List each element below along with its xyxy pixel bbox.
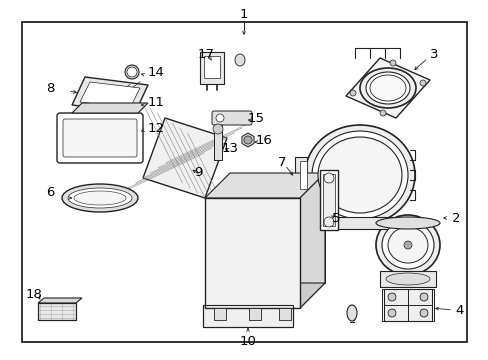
Polygon shape — [242, 133, 254, 147]
Text: 6: 6 — [46, 186, 54, 199]
Ellipse shape — [387, 293, 395, 301]
Polygon shape — [204, 198, 299, 308]
Ellipse shape — [419, 293, 427, 301]
Polygon shape — [142, 118, 226, 198]
Ellipse shape — [127, 67, 137, 77]
Text: 3: 3 — [429, 49, 438, 62]
Text: 17: 17 — [198, 49, 215, 62]
Ellipse shape — [387, 309, 395, 317]
Ellipse shape — [381, 221, 433, 269]
Text: 2: 2 — [451, 211, 460, 225]
Bar — [379, 271, 435, 287]
Polygon shape — [72, 103, 148, 113]
Text: 15: 15 — [247, 112, 264, 125]
Ellipse shape — [375, 217, 439, 229]
Bar — [203, 56, 220, 78]
Text: 12: 12 — [148, 122, 164, 135]
Polygon shape — [346, 58, 429, 118]
Text: 8: 8 — [46, 81, 54, 94]
Bar — [319, 217, 399, 229]
Polygon shape — [72, 77, 148, 113]
Ellipse shape — [235, 54, 244, 66]
Ellipse shape — [62, 184, 138, 212]
Ellipse shape — [311, 131, 407, 219]
Bar — [22, 22, 466, 342]
Ellipse shape — [213, 124, 223, 134]
Polygon shape — [204, 283, 325, 308]
Ellipse shape — [349, 90, 355, 96]
Text: 5: 5 — [331, 211, 340, 225]
Bar — [203, 305, 292, 327]
Ellipse shape — [216, 114, 224, 122]
Ellipse shape — [387, 227, 427, 263]
Text: 9: 9 — [194, 166, 202, 179]
Ellipse shape — [369, 75, 405, 101]
Bar — [294, 157, 306, 193]
Text: 11: 11 — [148, 96, 164, 109]
Ellipse shape — [317, 137, 401, 213]
Text: 10: 10 — [239, 335, 256, 348]
Polygon shape — [204, 173, 325, 198]
Ellipse shape — [385, 273, 429, 285]
Ellipse shape — [419, 80, 425, 86]
Bar — [203, 305, 292, 327]
Ellipse shape — [324, 173, 333, 183]
Text: 14: 14 — [148, 67, 164, 80]
Bar — [383, 289, 431, 321]
Text: 1: 1 — [239, 8, 248, 21]
Polygon shape — [38, 303, 76, 320]
Polygon shape — [38, 298, 82, 303]
FancyBboxPatch shape — [63, 119, 137, 157]
Ellipse shape — [346, 305, 356, 321]
Ellipse shape — [403, 241, 411, 249]
Text: 13: 13 — [222, 141, 239, 154]
Text: 4: 4 — [454, 303, 463, 316]
Ellipse shape — [379, 110, 385, 116]
Ellipse shape — [68, 188, 132, 208]
Ellipse shape — [359, 68, 415, 108]
Ellipse shape — [419, 309, 427, 317]
Text: 7: 7 — [278, 157, 286, 170]
Text: 18: 18 — [26, 288, 43, 302]
Ellipse shape — [389, 60, 395, 66]
FancyBboxPatch shape — [212, 111, 251, 125]
Ellipse shape — [365, 72, 409, 104]
Bar — [299, 161, 306, 189]
Bar — [319, 170, 337, 230]
Bar — [200, 52, 224, 84]
Ellipse shape — [375, 215, 439, 275]
Bar — [248, 308, 261, 320]
Text: 16: 16 — [256, 134, 272, 147]
Ellipse shape — [244, 136, 251, 144]
FancyBboxPatch shape — [57, 113, 142, 163]
Ellipse shape — [324, 217, 333, 227]
Bar — [279, 308, 290, 320]
Polygon shape — [229, 173, 325, 283]
Bar — [214, 125, 222, 160]
Bar — [323, 174, 334, 226]
Polygon shape — [80, 82, 140, 108]
Ellipse shape — [74, 191, 126, 205]
Ellipse shape — [305, 125, 414, 225]
Bar — [214, 308, 225, 320]
Polygon shape — [299, 173, 325, 308]
Ellipse shape — [125, 65, 139, 79]
